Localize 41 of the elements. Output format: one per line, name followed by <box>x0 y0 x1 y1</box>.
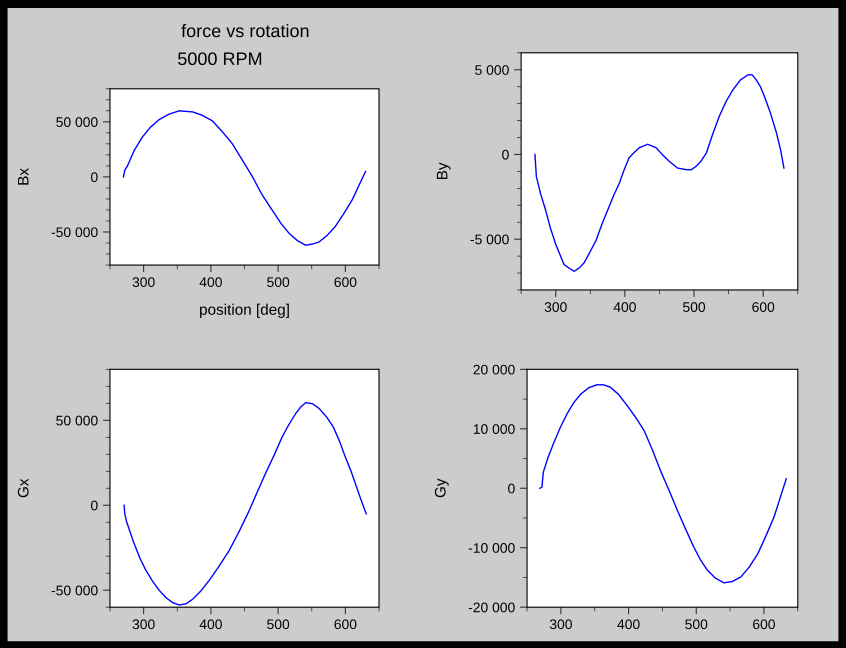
x-tick-label: 400 <box>200 277 222 288</box>
y-tick-label: -5 000 <box>470 234 509 244</box>
line-series <box>534 74 785 272</box>
x-tick-label: 300 <box>132 277 155 288</box>
line-series <box>123 402 367 606</box>
chart-subtitle: 5000 RPM <box>178 52 262 66</box>
y-tick-label: -10 000 <box>468 543 515 553</box>
y-tick-label: 0 <box>90 500 98 510</box>
y-tick-label: 0 <box>508 484 515 494</box>
y-tick-label: 0 <box>90 172 98 182</box>
x-tick-label: 300 <box>544 302 567 312</box>
y-tick-label: 10 000 <box>474 424 515 434</box>
x-tick-label: 300 <box>132 619 155 630</box>
x-tick-label: 500 <box>683 302 706 312</box>
chart-title: force vs rotation <box>181 24 308 38</box>
y-tick-label: -20 000 <box>468 602 515 612</box>
y-tick-label: 50 000 <box>56 416 98 426</box>
x-tick-label: 500 <box>685 619 708 630</box>
y-axis-title: Gx <box>18 478 29 498</box>
y-tick-label: 0 <box>502 150 509 160</box>
x-axis-title: position [deg] <box>200 304 289 318</box>
y-tick-label: -50 000 <box>52 227 98 238</box>
x-tick-label: 600 <box>334 277 356 288</box>
line-series <box>539 384 787 584</box>
line-series <box>122 110 366 246</box>
x-tick-label: 500 <box>267 619 290 630</box>
x-tick-label: 300 <box>550 619 572 630</box>
x-tick-label: 600 <box>752 302 774 312</box>
x-tick-label: 400 <box>617 619 640 630</box>
x-tick-label: 600 <box>334 619 356 630</box>
y-tick-label: 20 000 <box>473 364 515 375</box>
y-tick-label: 50 000 <box>56 117 98 127</box>
x-tick-label: 600 <box>753 619 775 630</box>
y-tick-label: 5 000 <box>475 65 509 75</box>
x-tick-label: 400 <box>200 619 222 630</box>
y-axis-title: Bx <box>18 168 28 185</box>
y-axis-title: By <box>436 162 451 180</box>
x-tick-label: 400 <box>614 302 636 312</box>
y-axis-title: Gy <box>434 478 449 498</box>
y-tick-label: -50 000 <box>52 586 98 596</box>
x-tick-label: 500 <box>267 277 290 288</box>
